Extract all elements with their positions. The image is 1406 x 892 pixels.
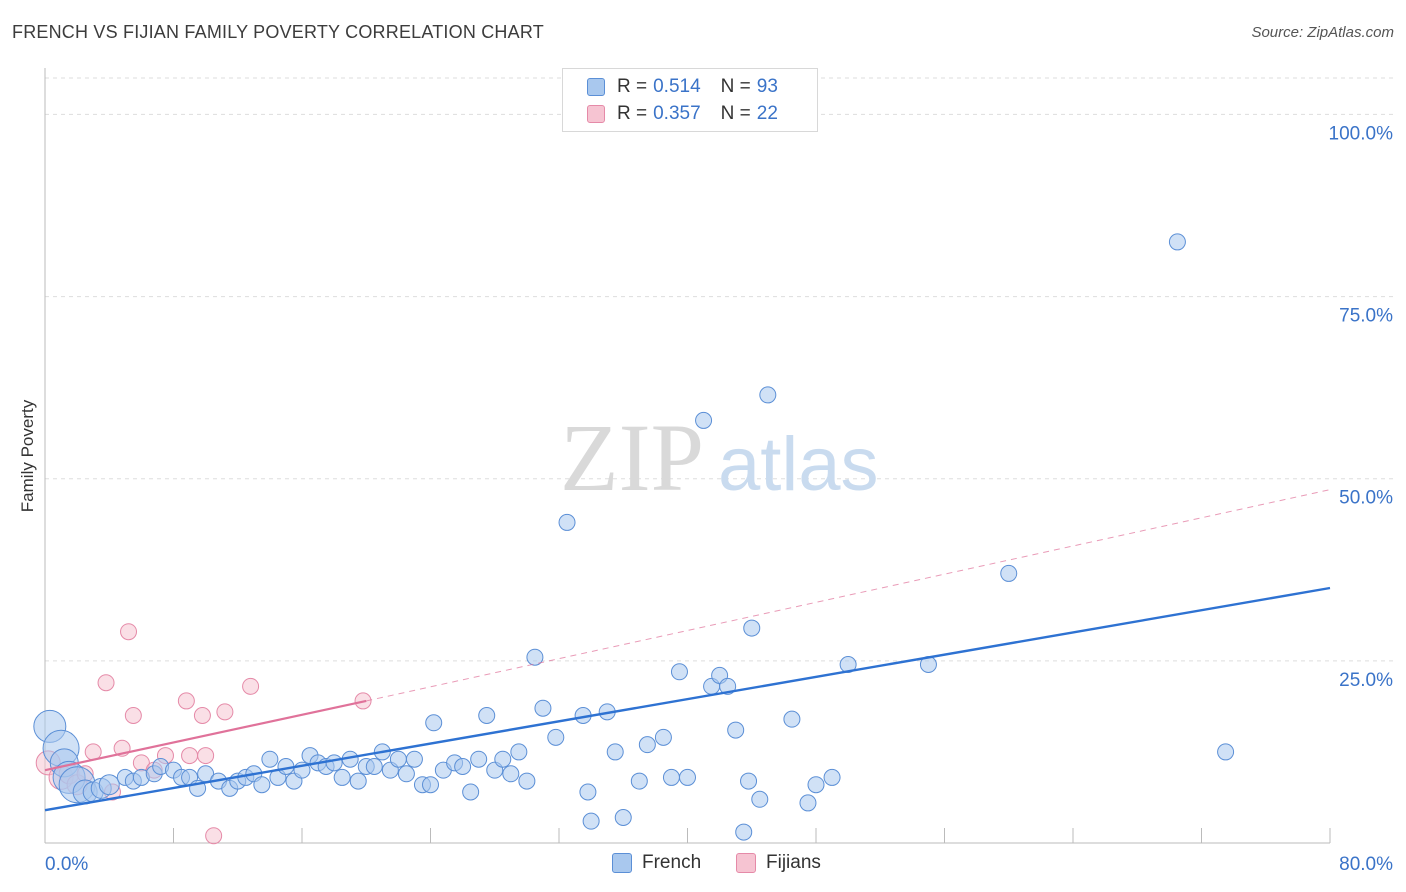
bottom-legend-french: French <box>612 852 701 874</box>
fijian-point <box>216 703 234 721</box>
legend-n-label: N = <box>720 103 751 124</box>
trend-lines <box>44 489 1331 812</box>
french-point <box>743 619 761 637</box>
y-tick-label: 100.0% <box>1329 123 1394 144</box>
french-point <box>695 411 713 429</box>
x-tick-labels: 0.0% 80.0% <box>45 854 1393 875</box>
french-point <box>823 768 841 786</box>
y-tick-label: 50.0% <box>1339 488 1393 509</box>
french-point <box>261 750 279 768</box>
french-point <box>389 750 407 768</box>
french-point <box>654 728 672 746</box>
bottom-legend-swatch-french <box>612 853 632 873</box>
french-point <box>349 772 367 790</box>
bottom-legend-label-french: French <box>642 852 702 873</box>
french-point <box>526 648 544 666</box>
french-point <box>405 750 423 768</box>
french-point <box>397 765 415 783</box>
fijian-point <box>193 707 211 724</box>
watermark-zip: ZIP <box>560 404 704 511</box>
french-point <box>606 743 624 761</box>
legend-n-value-french: 93 <box>756 76 778 97</box>
french-point <box>425 714 443 732</box>
french-point <box>783 710 801 728</box>
french-point <box>614 809 632 826</box>
french-point <box>579 783 597 801</box>
watermark-atlas: atlas <box>718 422 879 507</box>
french-point <box>325 754 343 772</box>
fijian-point <box>242 677 260 695</box>
french-point <box>534 699 552 717</box>
french-point <box>727 721 745 739</box>
y-tick-label: 25.0% <box>1339 670 1393 691</box>
y-tick-labels: 25.0% 50.0% 75.0% 100.0% <box>1329 123 1394 690</box>
french-point <box>494 750 512 768</box>
french-point <box>1217 743 1235 761</box>
legend-swatch-fijians <box>587 105 605 123</box>
x-tick-label: 0.0% <box>45 854 88 875</box>
french-trend-line <box>44 586 1331 812</box>
french-point <box>510 743 528 761</box>
legend: R = 0.514 N = 93 R = 0.357 N = 22 <box>562 68 818 132</box>
french-point <box>630 772 648 790</box>
legend-r-label: R = <box>617 76 648 97</box>
legend-r-value-french: 0.514 <box>653 76 701 97</box>
fijian-points <box>35 623 372 845</box>
french-point <box>679 768 696 786</box>
french-point <box>518 772 536 790</box>
legend-r-value-fijians: 0.357 <box>653 103 701 124</box>
legend-n-label: N = <box>720 76 751 97</box>
french-point <box>558 513 576 531</box>
fijian-trend-line <box>44 699 367 772</box>
french-point <box>1168 233 1186 251</box>
axes <box>44 68 1331 844</box>
french-point <box>735 823 753 841</box>
french-point <box>98 774 120 796</box>
french-point <box>582 812 600 830</box>
bottom-legend-label-fijians: Fijians <box>766 852 821 873</box>
legend-swatch-french <box>587 78 605 96</box>
french-point <box>759 386 777 404</box>
french-point <box>422 776 439 794</box>
french-point <box>365 758 383 775</box>
fijian-point <box>181 747 199 765</box>
french-point <box>478 707 496 724</box>
french-point <box>638 736 656 754</box>
watermark: ZIP atlas <box>560 404 879 511</box>
fijian-point <box>124 707 142 724</box>
french-point <box>462 783 480 801</box>
source-label: Source: ZipAtlas.com <box>1251 24 1394 41</box>
fijian-point <box>120 623 138 641</box>
french-point <box>670 663 688 681</box>
french-point <box>1000 564 1018 582</box>
french-point <box>454 758 472 775</box>
legend-n-value-fijians: 22 <box>756 103 778 124</box>
french-point <box>547 728 565 746</box>
french-point <box>799 794 817 812</box>
fijian-point <box>97 674 115 692</box>
french-point <box>740 772 758 790</box>
french-point <box>470 750 488 768</box>
french-point <box>253 776 271 794</box>
chart-title: FRENCH VS FIJIAN FAMILY POVERTY CORRELAT… <box>12 22 544 42</box>
legend-row-fijians: R = 0.357 N = 22 <box>587 102 778 126</box>
gridlines <box>45 77 1396 662</box>
french-point <box>807 776 825 794</box>
bottom-legend-swatch-fijians <box>736 853 756 873</box>
french-point <box>662 768 680 786</box>
fijian-point <box>177 692 195 710</box>
fijian-point <box>205 827 223 845</box>
bottom-legend-fijians: Fijians <box>736 852 821 874</box>
fijian-point <box>197 747 215 765</box>
french-point <box>751 790 769 808</box>
legend-row-french: R = 0.514 N = 93 <box>587 75 778 99</box>
x-tick-label: 80.0% <box>1339 854 1393 875</box>
french-point <box>333 768 351 786</box>
y-tick-label: 75.0% <box>1339 306 1393 327</box>
french-points <box>33 233 1235 841</box>
legend-r-label: R = <box>617 103 648 124</box>
french-point <box>502 765 520 783</box>
